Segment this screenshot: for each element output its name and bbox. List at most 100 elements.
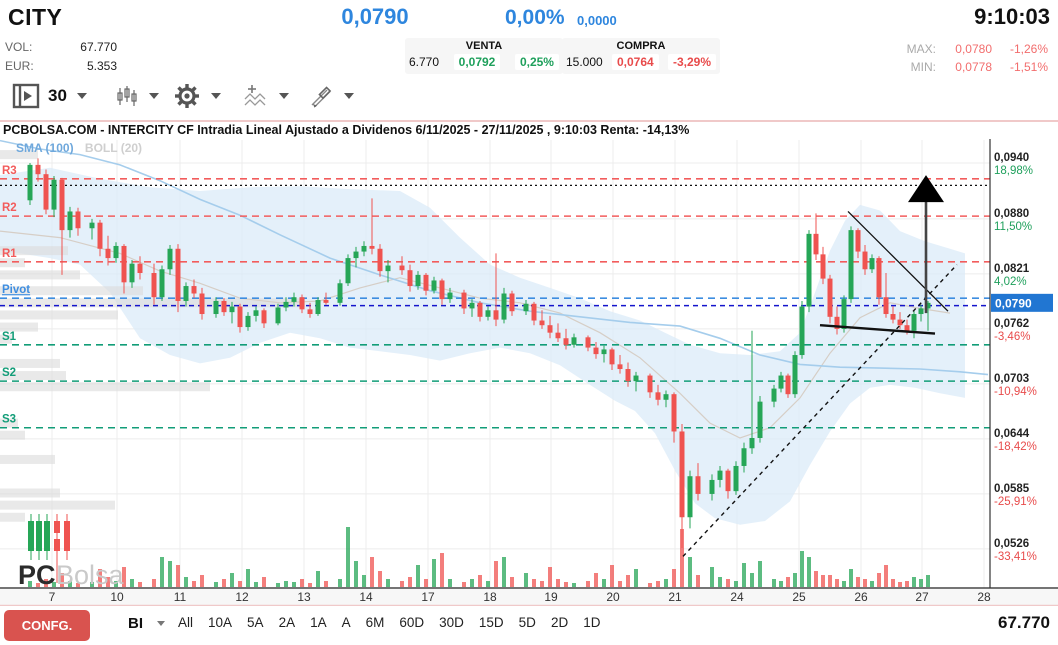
chart-style-selector[interactable] <box>115 78 159 114</box>
volume-profile-bar <box>0 500 115 510</box>
boll-legend-label: BOLL (20) <box>84 141 143 155</box>
range-button-2a[interactable]: 2A <box>278 615 296 630</box>
volume-bar <box>656 581 660 587</box>
last-price: 0,0790 <box>341 4 409 29</box>
range-button-2d[interactable]: 2D <box>550 615 569 630</box>
ask-price: 0,0792 <box>453 54 501 70</box>
candlestick-style-icon <box>117 86 137 106</box>
range-button-60d[interactable]: 60D <box>399 615 425 630</box>
candle-body <box>261 310 267 324</box>
range-button-10a[interactable]: 10A <box>208 615 233 630</box>
x-axis-label: 7 <box>49 590 56 604</box>
volume-bar <box>68 581 72 587</box>
config-button[interactable]: CONFG. <box>4 610 90 641</box>
candle-body <box>925 302 931 309</box>
price-axis-label: 0,0762 <box>994 318 1029 330</box>
candle-body <box>848 230 854 300</box>
volume-bar <box>926 575 930 587</box>
arrow-up-icon <box>908 175 944 203</box>
volume-profile-bar <box>0 334 12 344</box>
candle-body <box>377 248 383 272</box>
candle-body <box>695 476 701 494</box>
candle-body <box>585 337 591 348</box>
volume-bar <box>502 557 506 587</box>
candle-body <box>307 309 313 315</box>
ask-box: VENTA 6.770 0,0792 0,25% <box>405 38 563 74</box>
candle-body <box>555 332 561 339</box>
range-button-15d[interactable]: 15D <box>478 615 504 630</box>
candle-body <box>663 394 669 400</box>
range-button-1a[interactable]: 1A <box>310 615 327 630</box>
volume-bar <box>222 579 226 587</box>
volume-bar <box>316 571 320 587</box>
volume-profile-bar <box>0 454 55 464</box>
price-axis-percent: 18,98% <box>994 165 1033 177</box>
candle-body <box>593 347 599 355</box>
volume-bar <box>184 577 188 587</box>
volume-bar <box>462 582 466 587</box>
trendline-wedge-low <box>819 324 936 335</box>
settings-gear-icon <box>175 84 199 108</box>
volume-bar <box>696 575 700 587</box>
draw-tools-button[interactable] <box>308 78 354 114</box>
indicator-legend: SMA (100) BOLL (20) <box>16 141 142 155</box>
x-axis-label: 12 <box>235 590 249 604</box>
candle-body <box>253 310 259 316</box>
volume-bar <box>176 565 180 587</box>
candle-body <box>67 211 73 231</box>
volume-bar <box>634 569 638 587</box>
volume-bar <box>680 529 684 587</box>
range-button-30d[interactable]: 30D <box>439 615 464 630</box>
candle-body <box>904 325 910 331</box>
volume-profile-bar <box>0 298 305 308</box>
panel-toggle-icon <box>12 83 40 109</box>
volume-bar <box>28 581 32 587</box>
x-axis-label: 11 <box>174 590 187 604</box>
candle-body <box>493 310 499 320</box>
settings-button[interactable] <box>173 78 221 114</box>
volume-bar <box>821 575 825 587</box>
candle-body <box>191 286 197 294</box>
volume-bar <box>856 577 860 587</box>
volume-bar <box>688 557 692 587</box>
range-button-5d[interactable]: 5D <box>518 615 536 630</box>
candle-body <box>725 470 731 492</box>
price-axis-label: 0,0880 <box>994 208 1029 220</box>
pivot-label-s1: S1 <box>2 331 17 343</box>
volume-bar <box>130 579 134 587</box>
add-indicator-button[interactable] <box>243 78 289 114</box>
candle-body <box>51 179 57 210</box>
candle-body <box>369 245 375 249</box>
ask-quantity: 6.770 <box>409 55 440 69</box>
volume-bar <box>786 577 790 587</box>
volume-bar <box>800 551 804 587</box>
panel-toggle-button[interactable] <box>12 78 40 114</box>
bottom-interval-selector[interactable]: BI <box>128 615 165 632</box>
range-button-all[interactable]: All <box>178 615 194 630</box>
volume-bar <box>814 571 818 587</box>
volume-bar <box>718 577 722 587</box>
boll-mid-line <box>0 230 951 439</box>
candle-body <box>778 375 784 389</box>
candle-body <box>129 263 135 283</box>
eur-label: EUR: <box>5 59 34 73</box>
interval-selector[interactable]: 30 <box>48 78 87 114</box>
price-axis-percent: -33,41% <box>994 551 1037 563</box>
bottom-interval-value: BI <box>128 615 143 632</box>
range-button-1d[interactable]: 1D <box>583 615 601 630</box>
bid-price: 0,0764 <box>611 54 659 70</box>
volume-bar <box>168 561 172 587</box>
symbol-name: CITY <box>8 4 63 30</box>
range-button-5a[interactable]: 5A <box>247 615 264 630</box>
volume-bar <box>284 581 288 587</box>
volume-profile-bar <box>0 286 143 296</box>
range-button-a[interactable]: A <box>341 615 351 630</box>
chevron-down-icon <box>157 621 165 626</box>
volume-bar <box>532 579 536 587</box>
pivot-label-pivot: Pivot <box>2 284 30 296</box>
x-axis-label: 20 <box>606 590 620 604</box>
volume-bar <box>230 573 234 587</box>
range-button-6m[interactable]: 6M <box>365 615 385 630</box>
candle-body <box>687 476 693 518</box>
